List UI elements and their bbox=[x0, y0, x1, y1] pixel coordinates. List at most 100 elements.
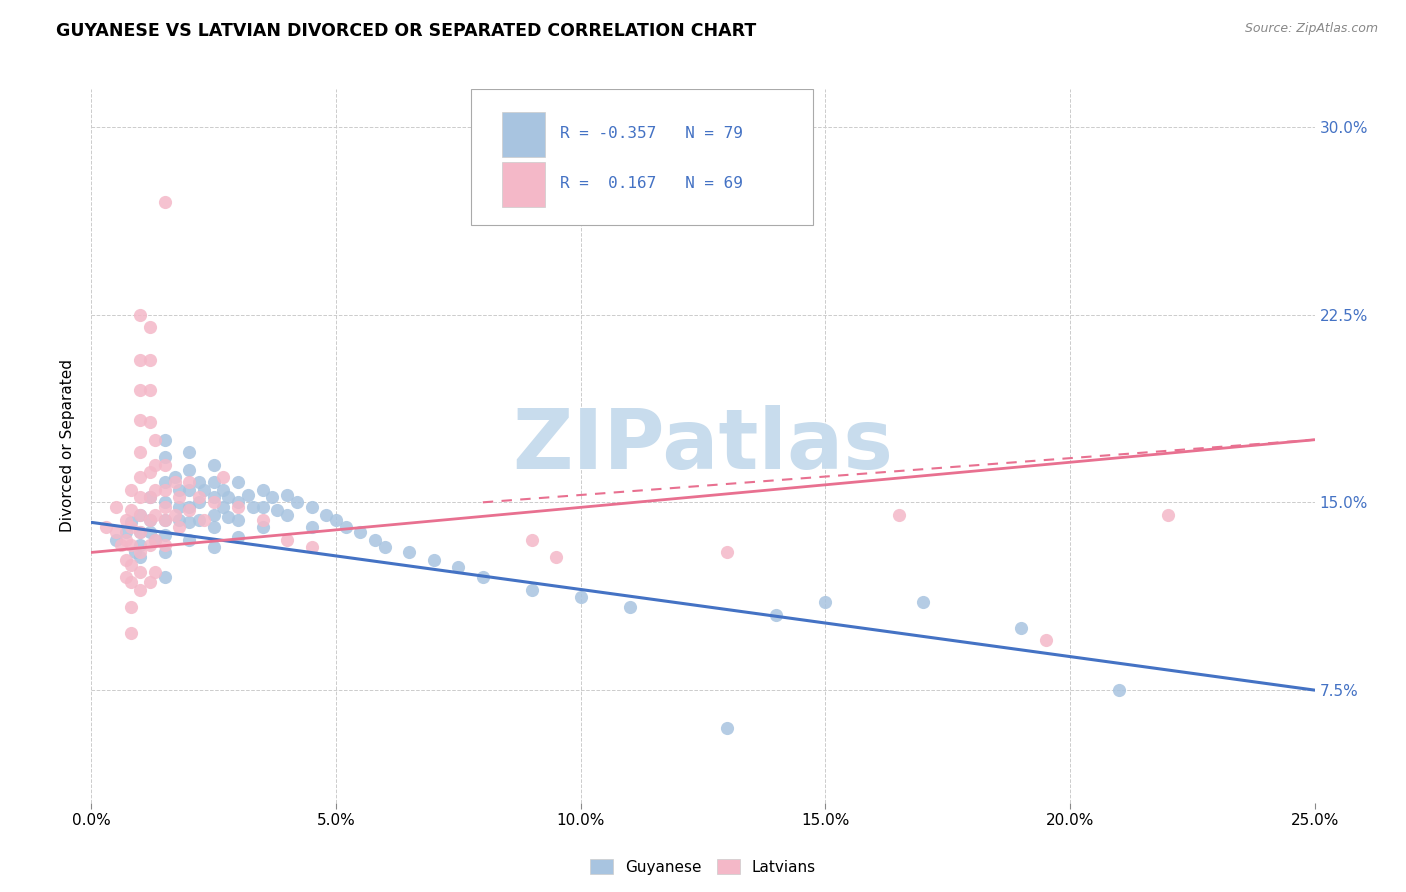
Point bbox=[143, 533, 166, 547]
Text: R =  0.167   N = 69: R = 0.167 N = 69 bbox=[560, 176, 742, 191]
FancyBboxPatch shape bbox=[471, 89, 813, 225]
Point bbox=[120, 503, 142, 517]
Point bbox=[226, 513, 249, 527]
Point bbox=[262, 491, 284, 505]
Point bbox=[252, 500, 274, 515]
Point bbox=[129, 582, 152, 597]
Point bbox=[765, 607, 787, 622]
Point bbox=[520, 582, 543, 597]
Point bbox=[139, 352, 162, 367]
Point bbox=[887, 508, 910, 522]
Point bbox=[169, 483, 191, 497]
Point bbox=[301, 500, 323, 515]
Point bbox=[120, 520, 142, 534]
Point bbox=[129, 525, 152, 540]
Point bbox=[120, 558, 142, 572]
Point bbox=[1108, 683, 1130, 698]
Point bbox=[179, 445, 201, 459]
Point bbox=[143, 483, 166, 497]
Point bbox=[179, 463, 201, 477]
Point bbox=[129, 508, 152, 522]
Point bbox=[325, 513, 347, 527]
Point bbox=[364, 533, 387, 547]
Point bbox=[226, 530, 249, 544]
Point bbox=[1010, 621, 1032, 635]
Point bbox=[179, 500, 201, 515]
Point bbox=[104, 533, 127, 547]
FancyBboxPatch shape bbox=[502, 162, 546, 207]
Point bbox=[301, 541, 323, 555]
Point bbox=[129, 352, 152, 367]
Point bbox=[285, 495, 308, 509]
Point bbox=[212, 500, 235, 515]
Point bbox=[153, 500, 176, 515]
Point bbox=[169, 520, 191, 534]
Point bbox=[569, 591, 592, 605]
Point bbox=[129, 413, 152, 427]
Point bbox=[129, 470, 152, 484]
Point bbox=[153, 475, 176, 490]
Point bbox=[129, 445, 152, 459]
Point bbox=[202, 508, 225, 522]
Point bbox=[236, 488, 259, 502]
Point bbox=[153, 450, 176, 465]
Point bbox=[226, 475, 249, 490]
Point bbox=[169, 491, 191, 505]
Point bbox=[202, 458, 225, 472]
Point bbox=[120, 483, 142, 497]
Point bbox=[114, 553, 136, 567]
Point bbox=[349, 525, 371, 540]
Point bbox=[217, 491, 239, 505]
Point bbox=[471, 570, 494, 584]
Point bbox=[188, 475, 211, 490]
Point bbox=[212, 483, 235, 497]
Point bbox=[252, 483, 274, 497]
Point bbox=[179, 503, 201, 517]
Point bbox=[212, 470, 235, 484]
Point bbox=[139, 491, 162, 505]
Point bbox=[252, 520, 274, 534]
Point bbox=[139, 513, 162, 527]
Point bbox=[114, 513, 136, 527]
Point bbox=[179, 475, 201, 490]
Point bbox=[252, 513, 274, 527]
Point bbox=[163, 475, 186, 490]
Point bbox=[153, 458, 176, 472]
Point bbox=[179, 516, 201, 530]
Point bbox=[139, 415, 162, 429]
Point bbox=[202, 475, 225, 490]
Text: GUYANESE VS LATVIAN DIVORCED OR SEPARATED CORRELATION CHART: GUYANESE VS LATVIAN DIVORCED OR SEPARATE… bbox=[56, 22, 756, 40]
Point bbox=[179, 533, 201, 547]
Point bbox=[202, 541, 225, 555]
Point bbox=[188, 513, 211, 527]
Point bbox=[276, 508, 298, 522]
Point bbox=[143, 508, 166, 522]
Point bbox=[129, 508, 152, 522]
Point bbox=[139, 320, 162, 334]
Point bbox=[546, 550, 568, 565]
Point bbox=[169, 500, 191, 515]
Point bbox=[104, 500, 127, 515]
Point bbox=[423, 553, 446, 567]
Text: R = -0.357   N = 79: R = -0.357 N = 79 bbox=[560, 126, 742, 141]
Point bbox=[226, 495, 249, 509]
Point bbox=[153, 545, 176, 559]
Point bbox=[129, 525, 152, 540]
Point bbox=[120, 625, 142, 640]
Point bbox=[129, 491, 152, 505]
Point bbox=[143, 533, 166, 547]
Point bbox=[129, 538, 152, 552]
Point bbox=[1157, 508, 1180, 522]
Point bbox=[120, 575, 142, 590]
Y-axis label: Divorced or Separated: Divorced or Separated bbox=[60, 359, 76, 533]
Point bbox=[163, 470, 186, 484]
Point bbox=[129, 545, 152, 559]
Point bbox=[193, 483, 215, 497]
Point bbox=[114, 525, 136, 540]
Point bbox=[139, 575, 162, 590]
Point bbox=[153, 570, 176, 584]
Point bbox=[114, 570, 136, 584]
Point bbox=[179, 483, 201, 497]
Point bbox=[912, 595, 935, 609]
Point bbox=[398, 545, 420, 559]
